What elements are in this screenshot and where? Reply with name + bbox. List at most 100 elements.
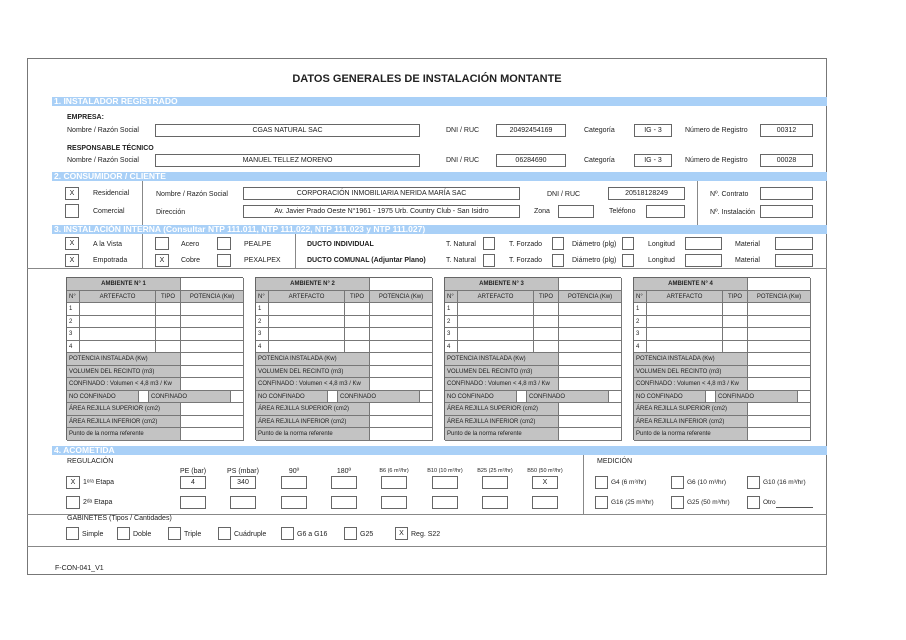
punto-norma-field[interactable] (181, 428, 244, 441)
artefacto-cell[interactable] (647, 328, 723, 341)
tipo-cell[interactable] (156, 303, 181, 316)
potencia-cell[interactable] (181, 328, 244, 341)
ducto-comunal-t-natural-checkbox[interactable] (483, 254, 495, 267)
volumen-recinto-field[interactable] (370, 365, 433, 378)
responsable-reg-field[interactable]: 00028 (760, 154, 813, 167)
potencia-instalada-field[interactable] (370, 353, 433, 366)
medidor-checkbox[interactable] (671, 476, 684, 489)
rejilla-superior-field[interactable] (181, 403, 244, 416)
ducto-individual-material-field[interactable] (775, 237, 813, 250)
etapa2-field[interactable] (482, 496, 508, 509)
ducto-individual-t-natural-checkbox[interactable] (483, 237, 495, 250)
artefacto-cell[interactable] (80, 340, 156, 353)
telefono-field[interactable] (646, 205, 685, 218)
no-confinado-checkbox[interactable] (139, 390, 149, 403)
medidor-checkbox[interactable] (595, 496, 608, 509)
artefacto-cell[interactable] (80, 328, 156, 341)
potencia-cell[interactable] (181, 315, 244, 328)
tipo-cell[interactable] (723, 303, 748, 316)
no-confinado-checkbox[interactable] (328, 390, 338, 403)
medidor-checkbox[interactable] (747, 496, 760, 509)
artefacto-cell[interactable] (458, 303, 534, 316)
potencia-cell[interactable] (748, 315, 811, 328)
client-dni-field[interactable]: 20518128249 (608, 187, 685, 200)
etapa1-field[interactable] (482, 476, 508, 489)
tipo-cell[interactable] (534, 328, 559, 341)
residencial-checkbox[interactable]: X (65, 187, 79, 200)
potencia-cell[interactable] (559, 328, 622, 341)
gabinete-checkbox[interactable] (344, 527, 357, 540)
pealpe-checkbox[interactable] (217, 237, 231, 250)
tipo-cell[interactable] (345, 340, 370, 353)
tipo-cell[interactable] (534, 303, 559, 316)
potencia-cell[interactable] (748, 328, 811, 341)
tipo-cell[interactable] (156, 328, 181, 341)
no-confinado-checkbox[interactable] (706, 390, 716, 403)
tipo-cell[interactable] (723, 340, 748, 353)
no-confinado-checkbox[interactable] (517, 390, 527, 403)
etapa2-field[interactable] (331, 496, 357, 509)
potencia-cell[interactable] (559, 303, 622, 316)
artefacto-cell[interactable] (269, 340, 345, 353)
artefacto-cell[interactable] (647, 315, 723, 328)
potencia-cell[interactable] (559, 340, 622, 353)
etapa2-field[interactable] (230, 496, 256, 509)
confinado-volumen-field[interactable] (181, 378, 244, 391)
empresa-reg-field[interactable]: 00312 (760, 124, 813, 137)
contrato-field[interactable] (760, 187, 813, 200)
potencia-instalada-field[interactable] (181, 353, 244, 366)
etapa1-field[interactable]: 340 (230, 476, 256, 489)
artefacto-cell[interactable] (269, 303, 345, 316)
artefacto-cell[interactable] (80, 315, 156, 328)
etapa2-field[interactable] (281, 496, 307, 509)
ducto-individual-t-forzado-checkbox[interactable] (552, 237, 564, 250)
gabinete-checkbox[interactable]: X (395, 527, 408, 540)
responsable-cat-field[interactable]: IG - 3 (634, 154, 672, 167)
responsable-name-field[interactable]: MANUEL TELLEZ MORENO (155, 154, 420, 167)
etapa1-field[interactable]: X (532, 476, 558, 489)
gabinete-checkbox[interactable] (168, 527, 181, 540)
tipo-cell[interactable] (534, 340, 559, 353)
potencia-cell[interactable] (370, 315, 433, 328)
otro-field-line[interactable] (776, 507, 813, 508)
etapa1-field[interactable] (281, 476, 307, 489)
volumen-recinto-field[interactable] (559, 365, 622, 378)
a-la-vista-checkbox[interactable]: X (65, 237, 79, 250)
ducto-comunal-longitud-field[interactable] (685, 254, 722, 267)
volumen-recinto-field[interactable] (748, 365, 811, 378)
confinado-volumen-field[interactable] (370, 378, 433, 391)
punto-norma-field[interactable] (559, 428, 622, 441)
potencia-cell[interactable] (181, 340, 244, 353)
tipo-cell[interactable] (723, 315, 748, 328)
tipo-cell[interactable] (723, 328, 748, 341)
instalacion-field[interactable] (760, 205, 813, 218)
gabinete-checkbox[interactable] (281, 527, 294, 540)
artefacto-cell[interactable] (269, 315, 345, 328)
potencia-instalada-field[interactable] (559, 353, 622, 366)
artefacto-cell[interactable] (80, 303, 156, 316)
rejilla-superior-field[interactable] (559, 403, 622, 416)
etapa1-field[interactable]: 4 (180, 476, 206, 489)
punto-norma-field[interactable] (370, 428, 433, 441)
tipo-cell[interactable] (345, 328, 370, 341)
confinado-checkbox[interactable] (609, 390, 622, 403)
tipo-cell[interactable] (156, 340, 181, 353)
potencia-cell[interactable] (370, 340, 433, 353)
etapa2-field[interactable] (532, 496, 558, 509)
cobre-checkbox[interactable]: X (155, 254, 169, 267)
artefacto-cell[interactable] (458, 328, 534, 341)
rejilla-inferior-field[interactable] (559, 415, 622, 428)
etapa2-field[interactable] (381, 496, 407, 509)
artefacto-cell[interactable] (269, 328, 345, 341)
potencia-cell[interactable] (748, 303, 811, 316)
empresa-name-field[interactable]: CGAS NATURAL SAC (155, 124, 420, 137)
potencia-cell[interactable] (181, 303, 244, 316)
ducto-comunal-diametro-field[interactable] (622, 254, 634, 267)
rejilla-inferior-field[interactable] (370, 415, 433, 428)
artefacto-cell[interactable] (458, 315, 534, 328)
medidor-checkbox[interactable] (747, 476, 760, 489)
etapa1-field[interactable] (331, 476, 357, 489)
responsable-dni-field[interactable]: 06284690 (496, 154, 566, 167)
rejilla-inferior-field[interactable] (181, 415, 244, 428)
rejilla-inferior-field[interactable] (748, 415, 811, 428)
